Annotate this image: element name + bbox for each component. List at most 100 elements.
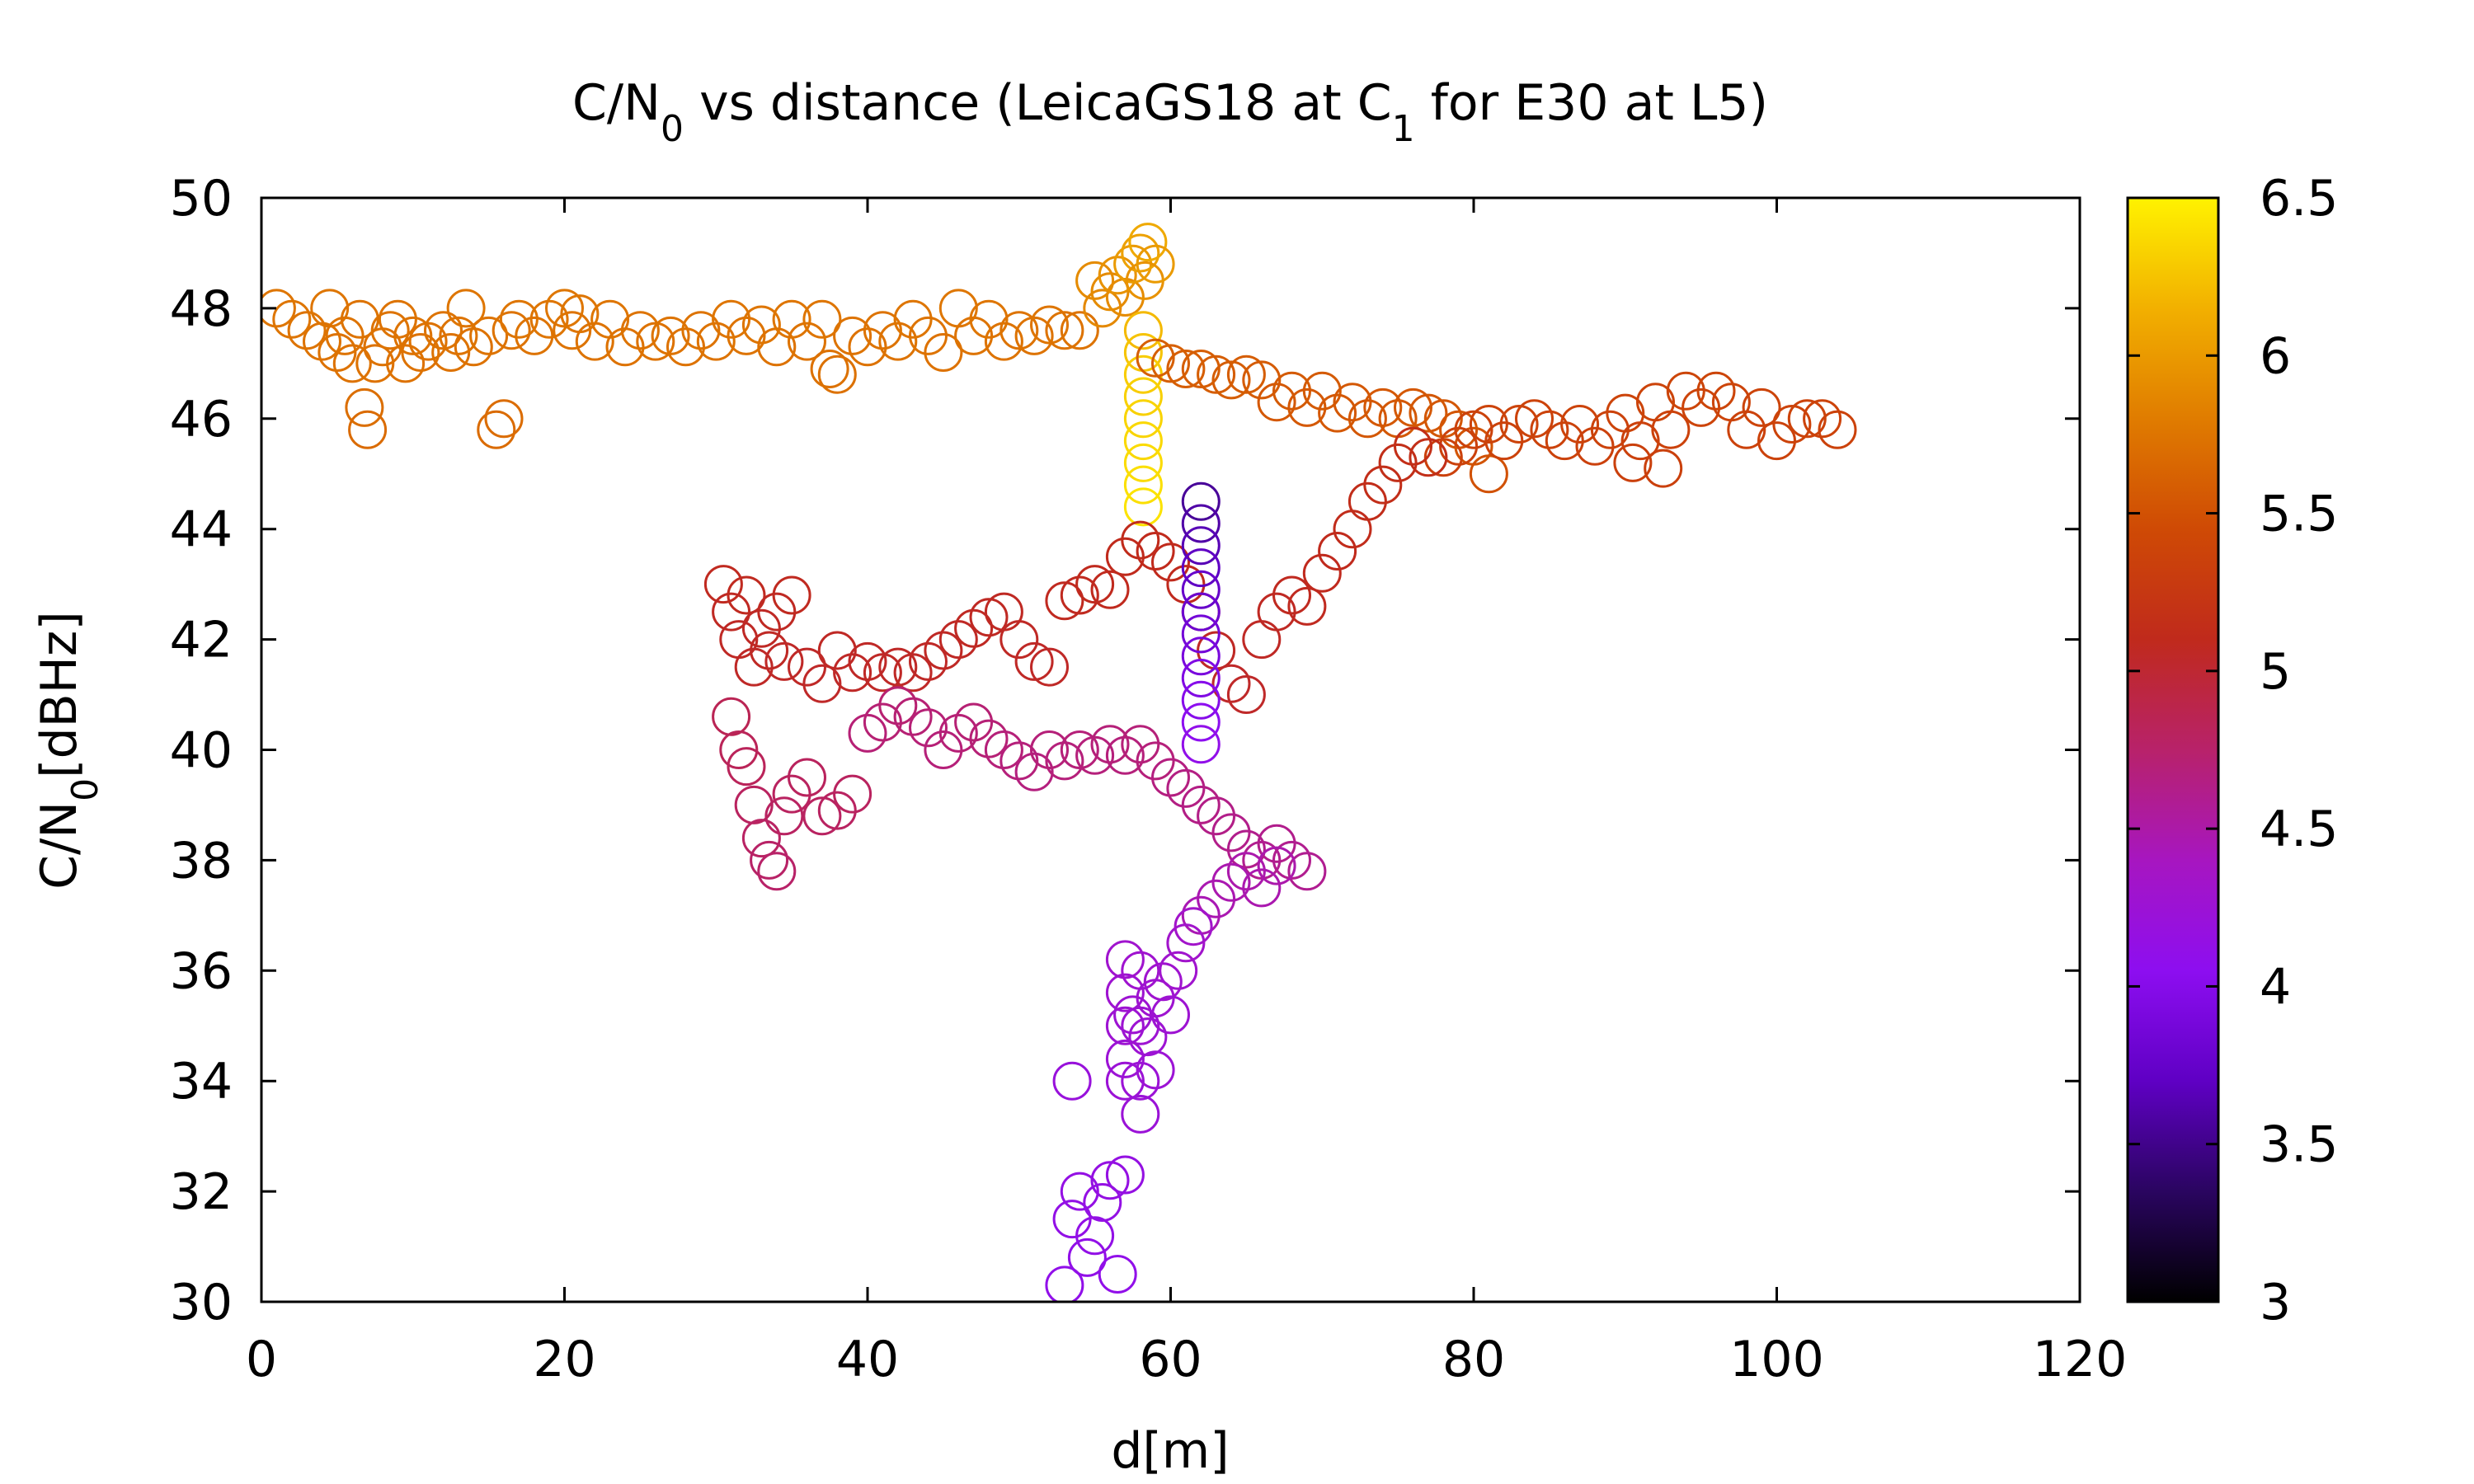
- data-points: [261, 223, 1857, 1302]
- colorbar-tick-label: 3: [2260, 1274, 2291, 1331]
- data-point: [817, 791, 857, 830]
- data-point: [924, 631, 963, 670]
- data-point: [1052, 1061, 1092, 1101]
- data-point: [1045, 311, 1084, 350]
- data-point: [909, 641, 948, 681]
- data-point: [1644, 448, 1683, 488]
- data-point: [984, 592, 1023, 632]
- data-point: [1530, 410, 1569, 449]
- data-point: [802, 796, 842, 836]
- data-point: [287, 311, 327, 350]
- data-point: [1499, 405, 1539, 444]
- data-point: [1803, 399, 1842, 439]
- data-point: [1136, 741, 1175, 781]
- data-point: [1272, 575, 1311, 615]
- data-point: [772, 575, 811, 615]
- x-tick-label: 40: [836, 1331, 899, 1388]
- data-point: [408, 322, 448, 361]
- data-point: [575, 322, 614, 361]
- data-point: [348, 410, 388, 449]
- data-point: [833, 653, 872, 693]
- data-point: [863, 653, 902, 693]
- data-point: [1105, 1006, 1145, 1045]
- data-point: [1257, 592, 1296, 632]
- data-point: [1257, 846, 1296, 885]
- y-tick-label: 46: [170, 391, 233, 448]
- data-point: [696, 322, 736, 361]
- x-tick-label: 60: [1139, 1331, 1202, 1388]
- data-point: [1394, 426, 1432, 466]
- data-point: [469, 316, 509, 355]
- data-point: [1075, 565, 1115, 604]
- data-point: [863, 311, 902, 350]
- data-point: [1083, 289, 1122, 328]
- data-point: [1242, 868, 1282, 908]
- x-tick-label: 20: [533, 1331, 595, 1388]
- data-point: [1818, 410, 1857, 449]
- data-point: [1272, 840, 1311, 880]
- data-point: [1075, 261, 1115, 300]
- data-point: [666, 327, 705, 367]
- data-point: [605, 327, 645, 367]
- data-point: [938, 713, 978, 753]
- data-point: [1105, 1155, 1145, 1195]
- data-point: [1151, 758, 1190, 797]
- data-point: [999, 311, 1039, 350]
- x-tick-label: 120: [2033, 1331, 2128, 1388]
- data-point: [938, 620, 978, 660]
- data-point: [764, 641, 804, 681]
- data-point: [1075, 1216, 1115, 1256]
- data-point: [969, 719, 1009, 758]
- data-point: [1287, 387, 1327, 427]
- data-point: [1090, 725, 1130, 764]
- data-point: [984, 322, 1023, 361]
- data-point: [355, 344, 395, 383]
- data-point: [1075, 735, 1115, 775]
- data-point: [1105, 735, 1145, 775]
- colorbar-tick-label: 4: [2260, 958, 2291, 1016]
- data-point: [484, 399, 524, 439]
- data-point: [750, 631, 789, 670]
- data-point: [1151, 995, 1190, 1035]
- data-point: [1211, 360, 1251, 400]
- data-point: [345, 387, 384, 427]
- data-point: [969, 299, 1009, 339]
- data-point: [1181, 614, 1221, 654]
- data-point: [772, 774, 811, 814]
- data-point: [878, 322, 918, 361]
- data-point: [954, 316, 994, 355]
- data-point: [810, 350, 849, 388]
- data-point: [893, 653, 933, 693]
- data-point: [1166, 923, 1206, 963]
- data-point: [553, 311, 592, 350]
- data-point: [893, 299, 933, 339]
- data-point: [499, 299, 539, 339]
- data-point: [788, 322, 826, 361]
- data-point: [1515, 399, 1554, 439]
- data-point: [1757, 421, 1796, 461]
- data-point: [878, 647, 918, 687]
- data-point: [1136, 244, 1175, 284]
- data-point: [741, 608, 781, 648]
- data-point: [1257, 824, 1296, 863]
- data-point: [1211, 813, 1251, 852]
- data-point: [1681, 387, 1721, 427]
- data-point: [636, 322, 675, 361]
- data-point: [1143, 962, 1183, 1002]
- data-point: [1014, 752, 1054, 791]
- x-tick-label: 100: [1729, 1331, 1824, 1388]
- data-point: [1151, 344, 1190, 383]
- data-point: [999, 741, 1039, 781]
- data-point: [1727, 410, 1766, 449]
- data-point: [1257, 383, 1296, 422]
- data-point: [545, 289, 584, 328]
- data-point: [1030, 730, 1069, 769]
- data-point: [1484, 421, 1524, 461]
- x-tick-label: 80: [1442, 1331, 1505, 1388]
- data-point: [1560, 405, 1600, 444]
- data-point: [817, 631, 857, 670]
- data-point: [878, 686, 918, 726]
- data-point: [1121, 725, 1160, 764]
- data-point: [1772, 405, 1812, 444]
- data-point: [969, 598, 1009, 637]
